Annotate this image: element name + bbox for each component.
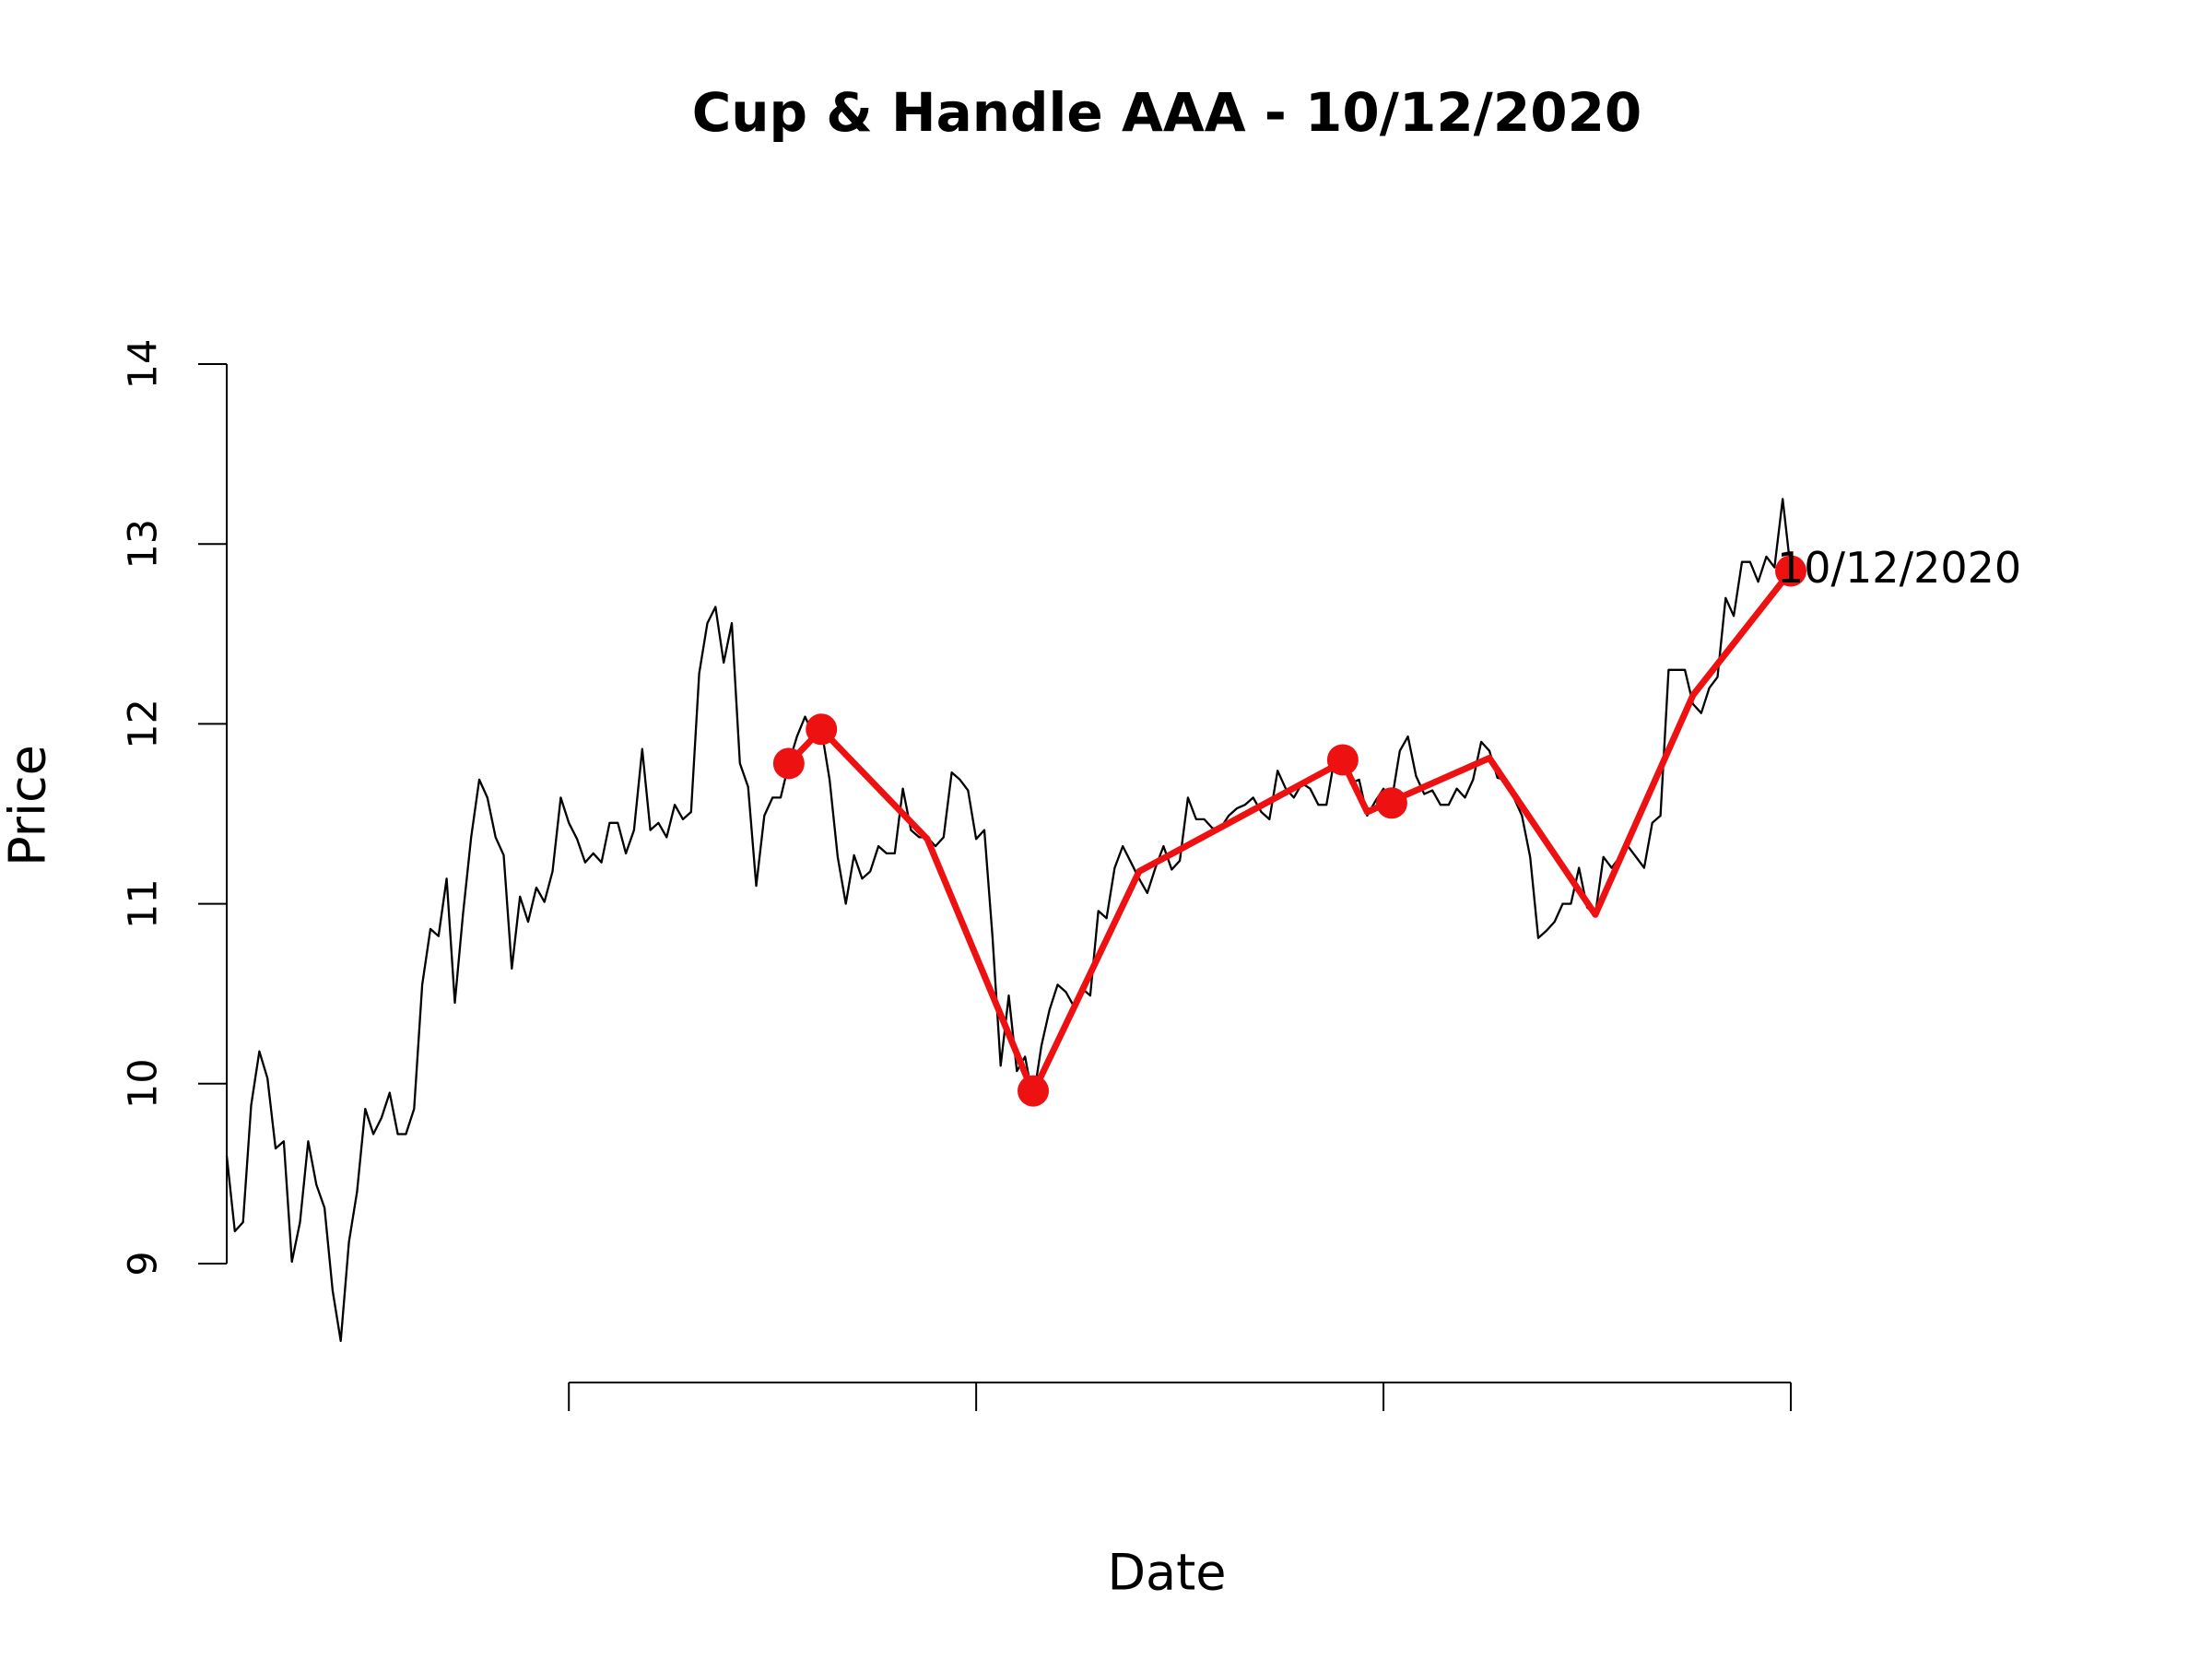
y-tick-label: 9 — [121, 1251, 167, 1276]
y-tick-label: 10 — [121, 1058, 167, 1109]
annotation: 10/12/2020 — [1777, 543, 2021, 593]
y-tick-label: 13 — [121, 519, 167, 570]
x-axis-label: Date — [1107, 1544, 1226, 1602]
y-tick-label: 11 — [121, 878, 167, 929]
pattern-line — [786, 569, 1794, 1097]
y-tick-label: 14 — [121, 339, 167, 390]
pattern-point — [1375, 787, 1407, 819]
y-tick-label: 12 — [121, 699, 167, 749]
pattern-point — [1775, 555, 1806, 587]
y-axis-label: Price — [0, 745, 57, 866]
pattern-point — [1326, 744, 1359, 776]
pattern-point — [1018, 1075, 1050, 1107]
pattern-point — [806, 713, 838, 746]
chart-title: Cup & Handle AAA - 10/12/2020 — [692, 81, 1642, 144]
pattern-point — [772, 747, 805, 780]
price-line — [225, 498, 1793, 1343]
